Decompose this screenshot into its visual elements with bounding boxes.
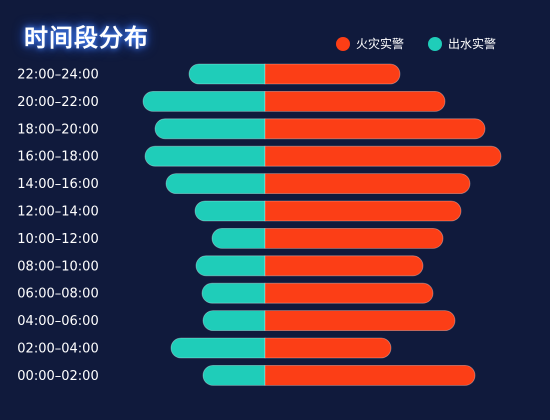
bar-fire[interactable] [264, 200, 462, 222]
y-tick-label: 14:00–16:00 [17, 177, 98, 192]
legend-label-fire: 火灾实警 [356, 37, 405, 51]
y-tick-label: 18:00–20:00 [17, 122, 98, 137]
chart-title: 时间段分布 [24, 24, 149, 52]
legend-item-fire[interactable]: 火灾实警 [336, 35, 404, 52]
bar-water[interactable] [195, 255, 266, 277]
bar-water[interactable] [202, 365, 266, 386]
bar-water[interactable] [201, 282, 266, 304]
bar-water[interactable] [142, 91, 266, 112]
y-tick-label: 16:00–18:00 [17, 150, 98, 165]
bar-fire[interactable] [264, 63, 401, 85]
y-tick-label: 12:00–14:00 [17, 205, 98, 220]
y-tick-label: 06:00–08:00 [17, 287, 98, 302]
bar-water[interactable] [144, 145, 266, 167]
y-tick-label: 10:00–12:00 [17, 232, 98, 247]
legend-item-water[interactable]: 出水实警 [428, 35, 496, 52]
y-tick-label: 08:00–10:00 [17, 259, 98, 274]
bar-water[interactable] [165, 173, 266, 194]
y-tick-label: 22:00–24:00 [17, 68, 98, 83]
y-tick-label: 04:00–06:00 [17, 314, 98, 329]
y-tick-label: 00:00–02:00 [17, 369, 98, 384]
bar-fire[interactable] [264, 228, 444, 249]
chart-legend: 火灾实警 出水实警 [336, 35, 496, 52]
bar-fire[interactable] [264, 310, 456, 331]
legend-label-water: 出水实警 [448, 37, 497, 51]
bar-fire[interactable] [264, 255, 424, 277]
bar-water[interactable] [202, 310, 266, 331]
bar-water[interactable] [154, 118, 266, 140]
bar-fire[interactable] [264, 118, 486, 140]
bar-water[interactable] [211, 228, 266, 249]
bar-water[interactable] [194, 200, 266, 222]
bar-fire[interactable] [264, 145, 502, 167]
y-tick-label: 02:00–04:00 [17, 342, 98, 357]
legend-dot-fire [336, 36, 350, 51]
bar-fire[interactable] [264, 173, 471, 194]
bar-fire[interactable] [264, 282, 434, 304]
bar-water[interactable] [188, 63, 266, 85]
y-tick-label: 20:00–22:00 [17, 95, 98, 110]
bar-water[interactable] [170, 337, 266, 359]
bar-fire[interactable] [264, 91, 446, 112]
bar-fire[interactable] [264, 365, 476, 386]
legend-dot-water [428, 36, 443, 51]
bar-fire[interactable] [264, 337, 392, 359]
